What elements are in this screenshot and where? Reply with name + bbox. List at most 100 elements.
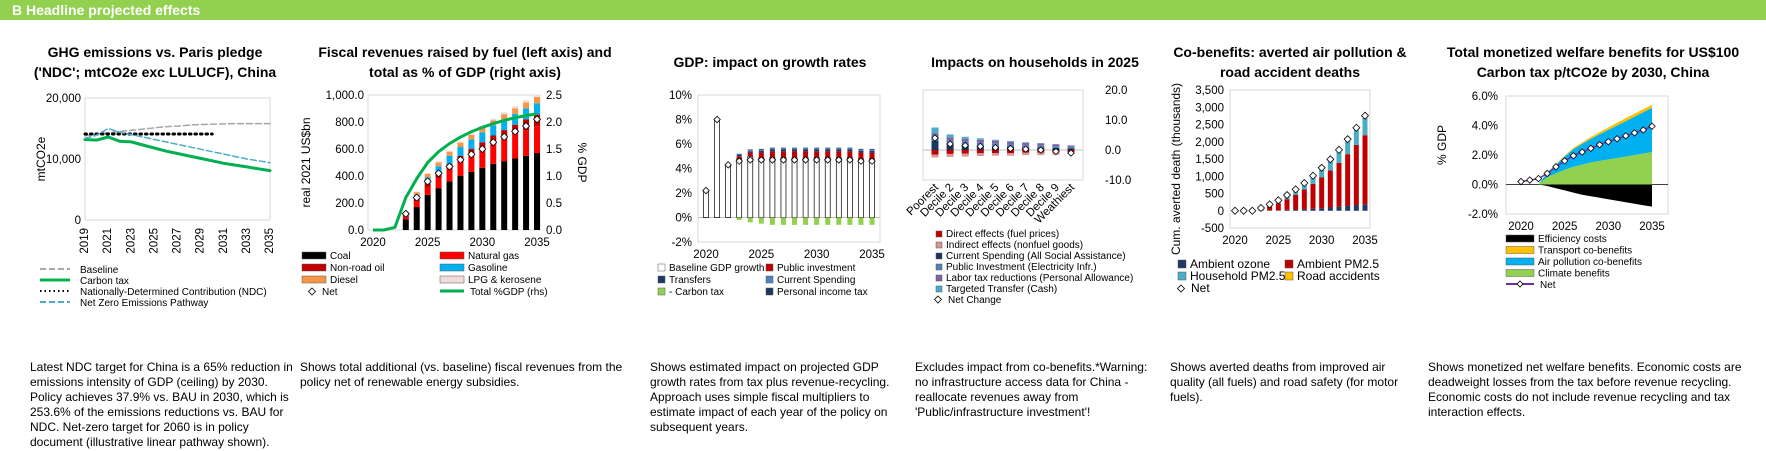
bar-segment — [869, 217, 875, 225]
bar-segment — [1353, 205, 1359, 211]
bar-segment — [946, 153, 954, 157]
description-line: Shows monetized net welfare benefits. Ec… — [1428, 360, 1742, 374]
description-line: 253.6% of the emissions reductions vs. B… — [30, 405, 284, 419]
bar-segment — [747, 217, 753, 223]
bar-segment — [769, 149, 775, 152]
legend-swatch — [1505, 234, 1535, 243]
bar-segment — [468, 139, 475, 149]
legend-label: Transport co-benefits — [1538, 246, 1632, 257]
legend-marker — [933, 295, 943, 304]
bar-segment — [747, 150, 753, 152]
bar-segment — [991, 141, 999, 144]
bar-segment — [1327, 160, 1333, 171]
bar-segment — [769, 217, 775, 225]
series-line-net — [1520, 125, 1653, 183]
net-marker — [1248, 206, 1257, 215]
net-marker — [1239, 206, 1248, 215]
net-marker — [1256, 203, 1266, 213]
bar-segment — [490, 118, 497, 121]
bar-segment — [736, 155, 742, 157]
net-marker — [1639, 126, 1648, 134]
description-line: subsequent years. — [650, 420, 749, 434]
bar-segment — [501, 139, 508, 162]
bar-segment — [457, 176, 464, 230]
chart-welfare-benefits: -2.0% 0.0% 2.0% 4.0% 6.0% % GDP 2020 2025 2030 20… — [1435, 91, 1669, 291]
bar-segment — [769, 148, 775, 150]
net-marker — [434, 169, 443, 178]
description-line: policy net of renewable energy subsidies… — [300, 375, 520, 389]
bar-segment — [758, 152, 764, 158]
bar-segment — [490, 125, 497, 136]
description-line: document (illustrative linear pathway sh… — [30, 435, 270, 449]
bar-segment — [946, 137, 954, 141]
bar-segment — [1007, 153, 1015, 156]
legend-label: Non-road oil — [330, 263, 384, 274]
y-tick-label: 6% — [675, 139, 692, 151]
x-tick-label: 2035 — [264, 228, 276, 254]
net-marker — [1525, 176, 1534, 184]
bar-segment — [976, 150, 984, 154]
bar-segment — [1067, 145, 1075, 148]
description-line: interaction effects. — [1428, 405, 1526, 419]
bar-segment — [1362, 135, 1368, 205]
legend-label: Net Change — [948, 295, 1002, 306]
bar-segment — [424, 173, 431, 178]
y-tick-label: 3,000 — [1195, 102, 1224, 114]
net-marker — [1360, 111, 1370, 120]
y-tick-label: 3,500 — [1195, 85, 1224, 97]
bar-segment — [1275, 210, 1281, 211]
legend-label: Current Spending (All Social Assistance) — [946, 251, 1126, 262]
legend-marker — [1176, 284, 1186, 293]
bar-segment — [1353, 129, 1359, 146]
net-marker — [489, 138, 498, 147]
net-marker — [1560, 157, 1569, 165]
bar-segment — [457, 142, 464, 147]
net-marker — [1569, 151, 1578, 160]
legend-label: Current Spending — [777, 275, 855, 286]
net-marker — [961, 141, 969, 150]
y2-tick-label: 0.0 — [546, 225, 562, 237]
bar-segment — [792, 147, 798, 149]
net-marker — [1067, 149, 1075, 157]
bar-segment — [1301, 189, 1307, 210]
x-tick-label: 2029 — [195, 228, 207, 254]
bar-segment — [435, 178, 442, 189]
y2-tick-label: 1.5 — [546, 144, 562, 156]
legend-swatch — [1284, 259, 1294, 269]
bar-segment — [858, 217, 864, 225]
bar-segment — [758, 157, 765, 218]
area-air-pollution-co-benefits — [1521, 107, 1652, 185]
bar-segment — [736, 217, 742, 220]
bar-segment — [468, 171, 475, 230]
y-tick-label: -2% — [672, 237, 692, 249]
description-line: no infrastructure access data for China … — [915, 375, 1129, 389]
net-marker — [724, 161, 732, 169]
chart-title: Co-benefits: averted air pollution & roa… — [1170, 42, 1410, 82]
bar-segment — [847, 147, 853, 149]
plot-area — [84, 97, 271, 221]
bar-segment — [858, 150, 864, 153]
bar-segment — [479, 132, 486, 143]
area-climate-benefits — [1521, 152, 1652, 185]
plot-area — [1229, 89, 1371, 229]
plot-area — [922, 89, 1084, 181]
bar-segment — [1052, 144, 1060, 147]
x-tick-label: 2035 — [1639, 221, 1665, 233]
bar-segment — [1336, 162, 1342, 207]
net-marker — [735, 157, 743, 165]
legend-swatch — [657, 275, 666, 284]
legend-label: Labor tax reductions (Personal Allowance… — [946, 273, 1133, 284]
description-line: deadweight losses from the tax before re… — [1428, 375, 1732, 389]
chart-description: Shows monetized net welfare benefits. Ec… — [1428, 360, 1742, 420]
net-marker — [1604, 137, 1613, 146]
bar-segment — [1052, 146, 1060, 148]
bar-segment — [1284, 199, 1290, 210]
bar-segment — [457, 162, 464, 176]
bar-segment — [1067, 147, 1075, 149]
net-marker — [1326, 155, 1335, 164]
bar-segment — [747, 152, 753, 157]
y-tick-label: 0 — [1218, 206, 1224, 218]
bar-segment — [1310, 176, 1316, 184]
bar-segment — [836, 151, 842, 158]
legend-label: Road accidents — [1297, 269, 1380, 283]
